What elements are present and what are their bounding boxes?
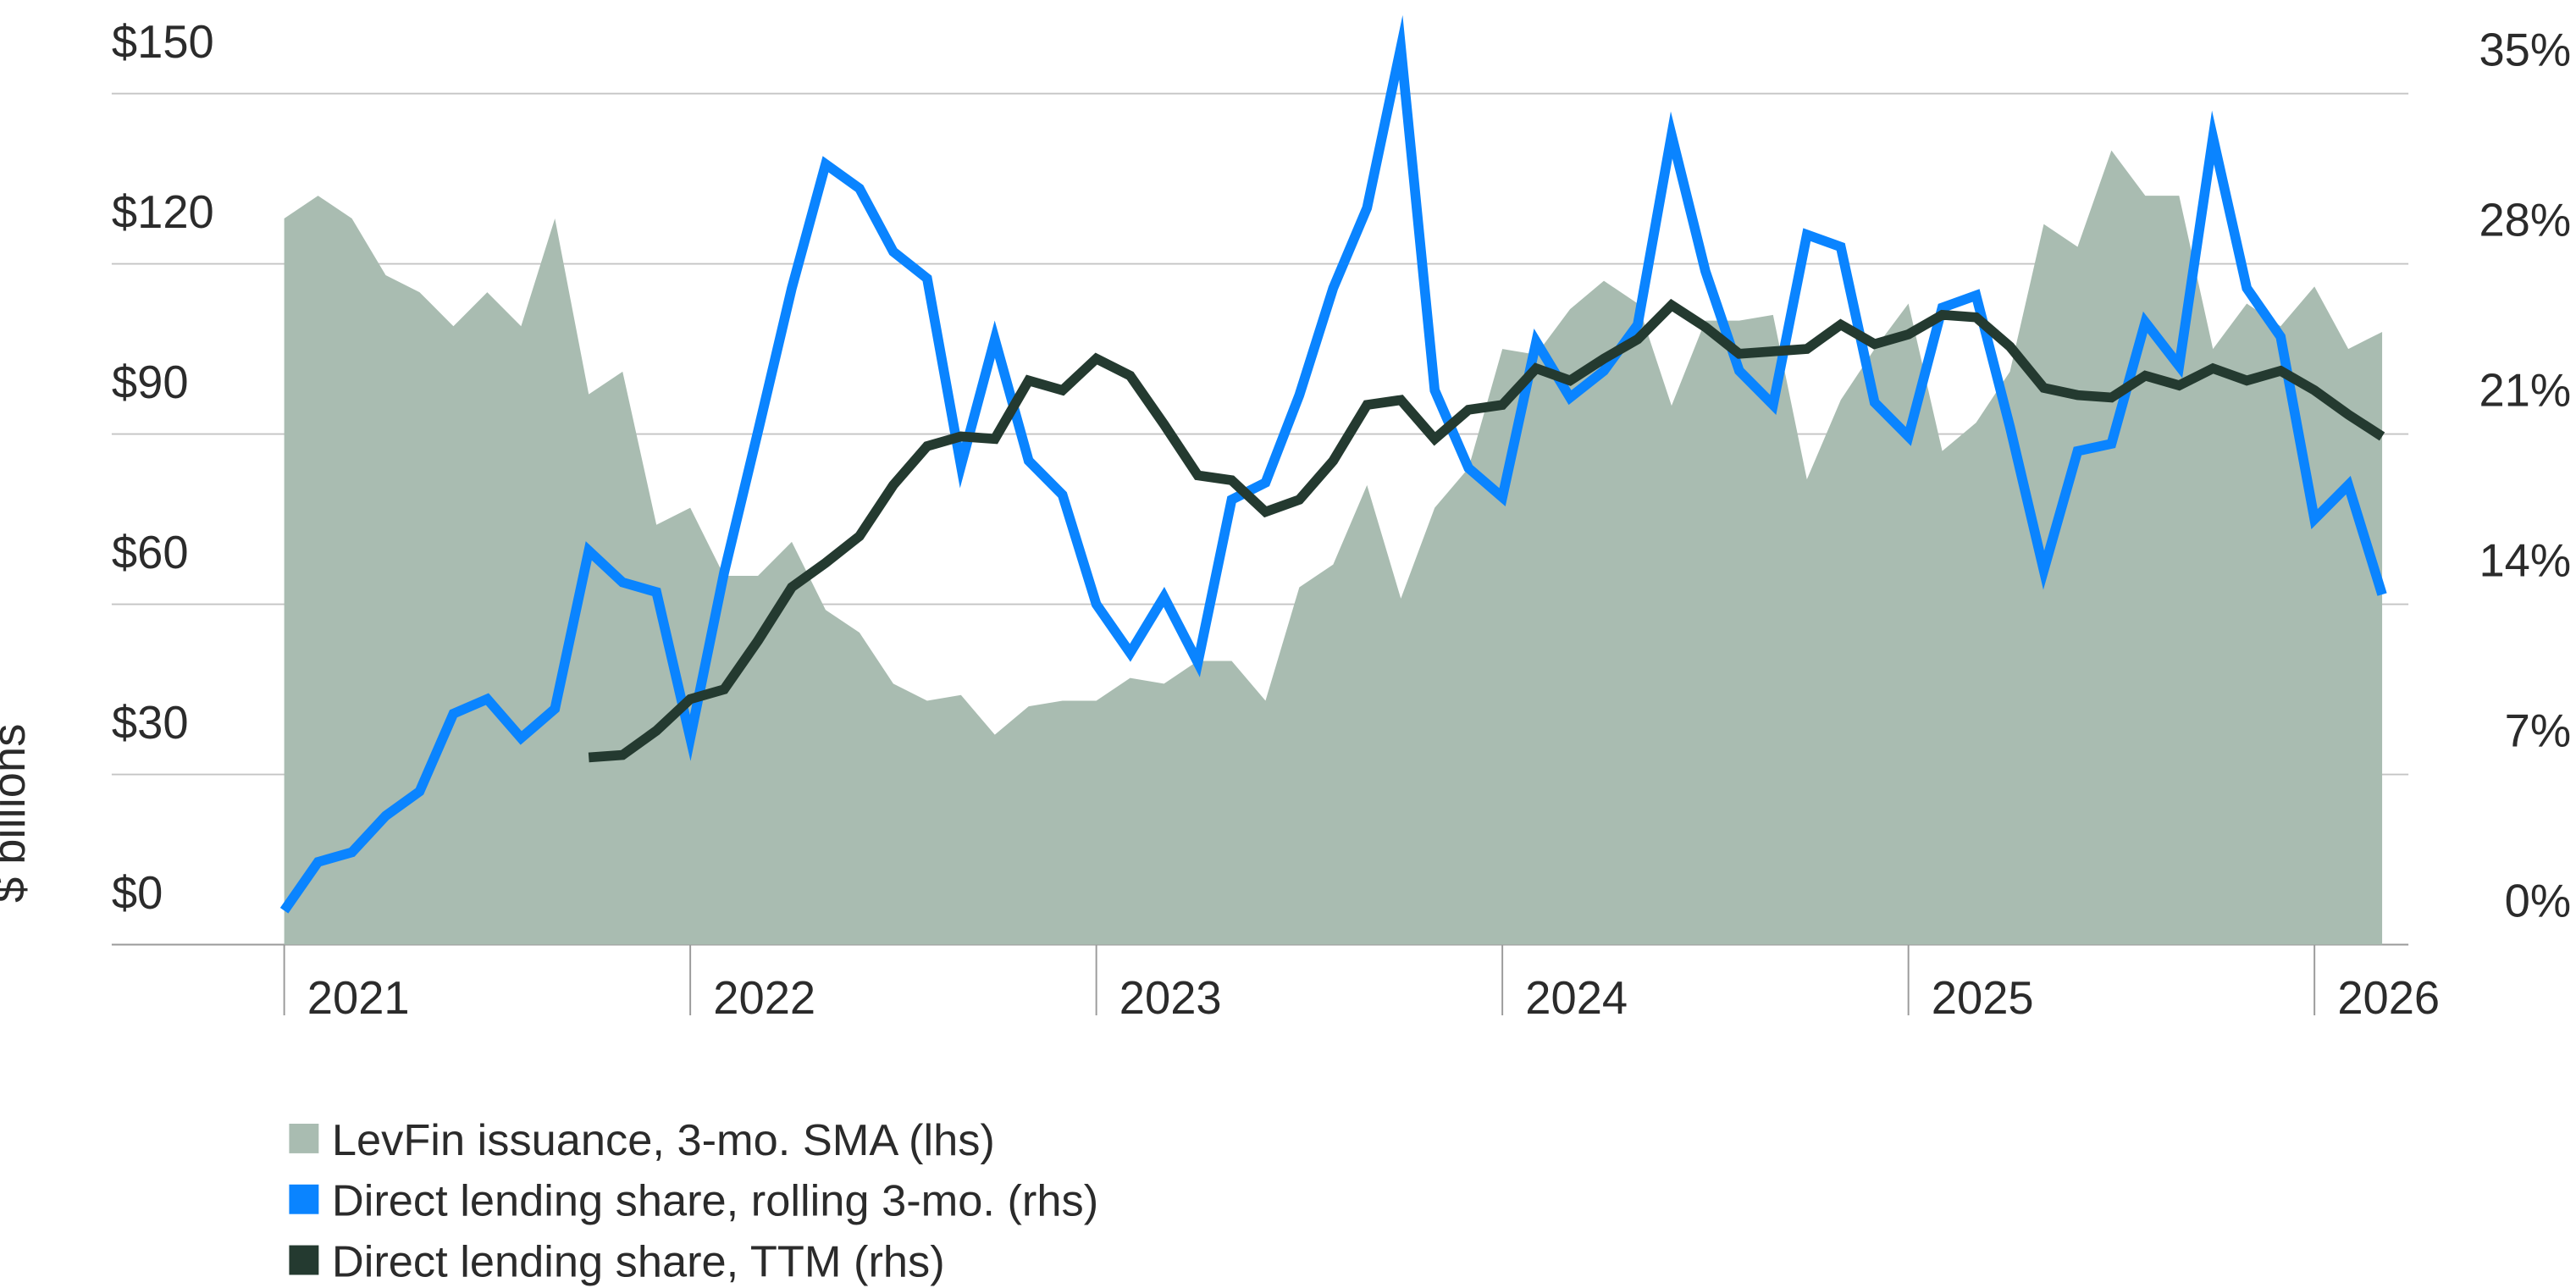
x-tick-label: 2024 [1525, 972, 1628, 1024]
line [588, 298, 2385, 763]
y-tick-label: $0 [112, 867, 163, 919]
legend-label: Direct lending share, rolling 3-mo. (rhs… [332, 1177, 1098, 1226]
y2-tick-label: 0% [2505, 876, 2572, 927]
y-tick-label: $90 [112, 357, 189, 408]
y2-tick-label: 28% [2479, 195, 2571, 246]
y2-tick-label: 14% [2479, 535, 2571, 587]
y-tick-label: $150 [112, 16, 214, 68]
legend-label: LevFin issuance, 3-mo. SMA (lhs) [332, 1116, 995, 1165]
plot [279, 14, 2387, 945]
y-axis-title: $ billions [0, 724, 35, 903]
x-tick-label: 2023 [1119, 972, 1222, 1024]
y-tick-label: $30 [112, 697, 189, 749]
y2-tick-label: 35% [2479, 25, 2571, 76]
x-tick-label: 2022 [713, 972, 815, 1024]
y-tick-label: $120 [112, 186, 214, 238]
x-tick-label: 2021 [307, 972, 410, 1024]
x-tick-label: 2026 [2337, 972, 2440, 1024]
y2-tick-label: 7% [2505, 705, 2572, 757]
y-tick-label: $60 [112, 527, 189, 578]
legend-swatch [289, 1123, 319, 1153]
legend-label: Direct lending share, TTM (rhs) [332, 1237, 945, 1286]
legend-swatch [289, 1184, 319, 1214]
legend-swatch [289, 1245, 319, 1275]
line [279, 14, 2387, 914]
y2-tick-label: 21% [2479, 365, 2571, 417]
axes: $0 $30 $60 $90 $120 $150 0% 7% 14% 21% 28% 35% 2021 2… [112, 16, 2571, 1287]
area [284, 150, 2383, 945]
x-tick-label: 2025 [1932, 972, 2034, 1024]
